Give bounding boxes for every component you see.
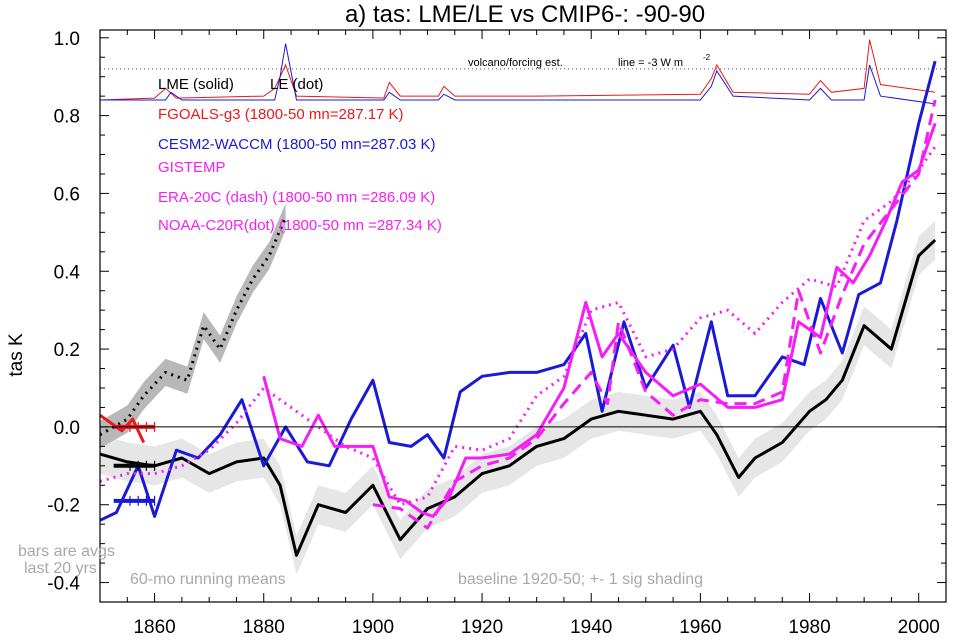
x-tick-label: 1900: [352, 617, 394, 638]
legend-item-cesm2: CESM2-WACCM (1800-50 mn=287.03 K): [158, 136, 435, 153]
series-layer: [99, 60, 937, 557]
y-axis-label: tas K: [6, 333, 27, 377]
series-line-le: [99, 216, 287, 437]
shading-bands: [100, 203, 936, 575]
x-tick-label: 1920: [461, 617, 503, 638]
forcing-line-le: [100, 43, 936, 105]
volcano-note: volcano/forcing est.: [468, 57, 563, 69]
y-tick-label: 0.4: [54, 262, 81, 283]
legend-item-era20c: ERA-20C (dash) (1800-50 mn =286.09 K): [158, 189, 435, 206]
bars-note-line-1: bars are avgs: [18, 543, 115, 560]
legend-item-noaa-c20r: NOAA-C20R(dot) (1800-50 mn =287.34 K): [158, 217, 442, 234]
legend-item-gistemp: GISTEMP: [158, 159, 226, 176]
series-line-era-20c: [372, 99, 937, 530]
chart-title: a) tas: LME/LE vs CMIP6-: -90-90: [345, 1, 705, 28]
forcing-line-lme: [99, 39, 936, 101]
legend-header-le: LE (dot): [270, 76, 323, 93]
x-tick-label: 1960: [679, 617, 721, 638]
x-tick-label: 1880: [243, 617, 285, 638]
y-tick-label: 0.2: [54, 340, 80, 361]
forcing-line-note-superscript: -2: [703, 53, 711, 62]
y-tick-label: -0.2: [47, 496, 80, 517]
legend-item-fgoals: FGOALS-g3 (1800-50 mn=287.17 K): [158, 106, 404, 123]
y-tick-label: 1.0: [54, 29, 80, 50]
baseline-note: baseline 1920-50; +- 1 sig shading: [458, 571, 703, 588]
y-tick-label: -0.4: [47, 574, 80, 595]
series-line-cesm2-waccm: [99, 60, 937, 522]
running-means-note: 60-mo running means: [130, 571, 286, 588]
bars-note-line-2: last 20 yrs: [24, 560, 97, 577]
axes-layer: 1860 1880 1900 1920 1940 1960 1980 2000 -0.4 -0.2…: [47, 29, 947, 638]
x-tick-label: 2000: [898, 617, 940, 638]
y-tick-label: 0.0: [54, 418, 80, 439]
forcing-line-note: line = -3 W m: [618, 57, 683, 69]
y-tick-label: 0.8: [54, 107, 80, 128]
plot-frame: [99, 29, 947, 603]
shading-band-le: [100, 203, 286, 449]
y-tick-label: 0.6: [54, 184, 80, 205]
series-line-noaa-c20r: [99, 145, 937, 507]
series-line-gistemp: [262, 122, 937, 518]
x-tick-label: 1860: [133, 617, 175, 638]
x-tick-label: 1980: [788, 617, 830, 638]
shading-band-lme: [100, 220, 936, 575]
x-tick-label: 1940: [570, 617, 612, 638]
series-line-lme: [99, 239, 937, 557]
legend-header-lme: LME (solid): [158, 76, 234, 93]
forcing-layer: [99, 39, 946, 105]
